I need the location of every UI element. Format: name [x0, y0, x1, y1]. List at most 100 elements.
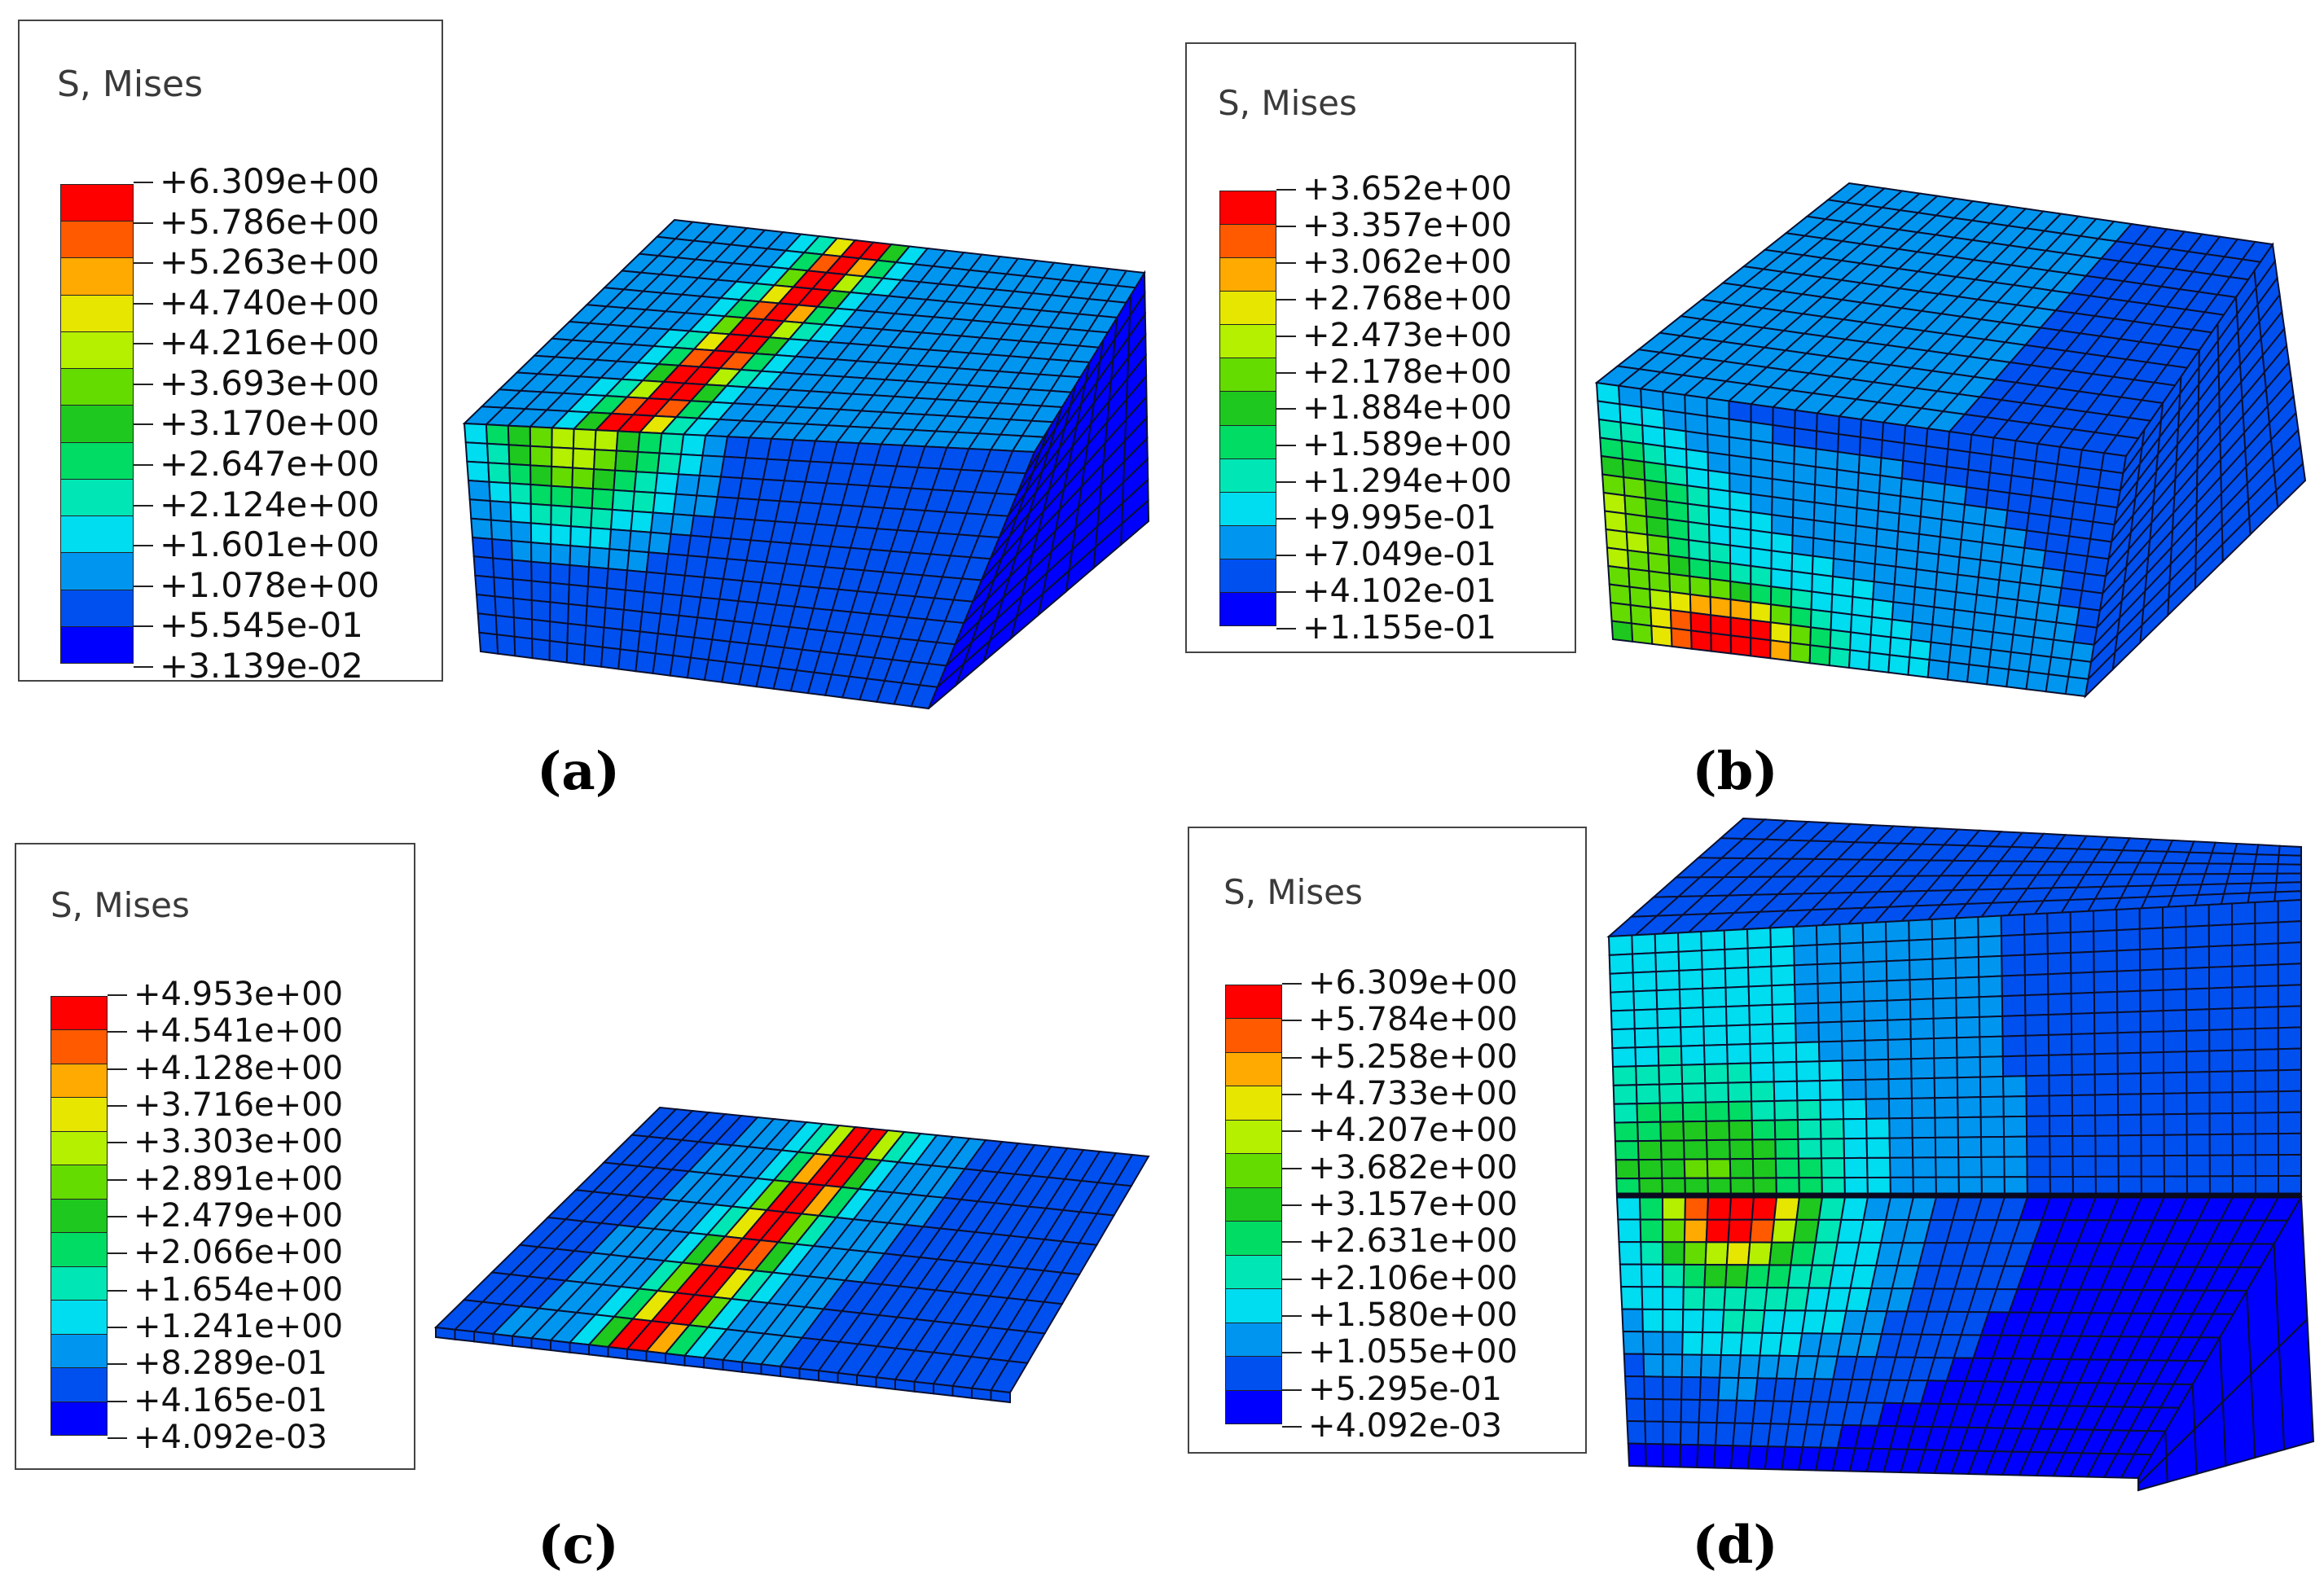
mesh-element: [1641, 1331, 1664, 1356]
mesh-element: [1611, 1065, 1637, 1086]
mesh-element: [1957, 1156, 1983, 1178]
mesh-element: [2253, 853, 2280, 866]
mesh-element: [507, 444, 532, 467]
mesh-element: [1955, 976, 1980, 999]
mesh-element: [1680, 1353, 1703, 1379]
mesh-element: [1830, 611, 1853, 634]
mesh-element: [2188, 840, 2216, 854]
mesh-element: [1847, 649, 1871, 672]
mesh-element: [1954, 936, 1980, 959]
mesh-element: [798, 1367, 819, 1382]
mesh-element: [1610, 1028, 1636, 1050]
mesh-element: [1750, 564, 1773, 588]
mesh-element: [2208, 1154, 2234, 1178]
mesh-element: [1869, 634, 1892, 656]
legend-value: +2.479e+00: [108, 1200, 343, 1232]
mesh-element: [1797, 1138, 1823, 1160]
mesh-element: [1841, 1039, 1866, 1062]
mesh-element: [529, 425, 553, 449]
mesh-element: [2024, 994, 2049, 1016]
mesh-element: [1683, 1139, 1708, 1160]
mesh-element: [512, 597, 534, 621]
mesh-element: [2184, 851, 2213, 865]
mesh-element: [467, 479, 491, 502]
mesh-element: [1887, 1058, 1913, 1081]
mesh-element: [1911, 1116, 1936, 1139]
mesh-element: [468, 498, 492, 521]
legend-swatch: [1226, 1154, 1281, 1188]
mesh-element: [1975, 576, 2001, 599]
mesh-element: [698, 454, 726, 478]
mesh-element: [2116, 1051, 2142, 1075]
mesh-element: [1683, 1218, 1708, 1244]
mesh-element: [1613, 1103, 1639, 1124]
mesh-element: [1948, 643, 1972, 666]
mesh-element: [1873, 563, 1897, 586]
mesh-element: [2007, 651, 2032, 673]
mesh-element: [2231, 985, 2256, 1010]
mesh-element: [760, 1363, 781, 1378]
legend-swatch: [1220, 292, 1276, 326]
mesh-element: [2161, 905, 2187, 929]
mesh-element: [472, 555, 495, 579]
mesh-element: [1789, 642, 1812, 665]
mesh-element: [1771, 1002, 1797, 1025]
mesh-element: [2093, 929, 2118, 953]
mesh-element: [2208, 1007, 2234, 1031]
mesh-element: [2076, 607, 2102, 629]
mesh-element: [605, 568, 629, 591]
mesh-element: [1932, 997, 1957, 1020]
mesh-element: [2040, 567, 2065, 590]
mesh-element: [1725, 1241, 1751, 1266]
mesh-element: [622, 589, 646, 613]
legend-labels-b: +3.652e+00 +3.357e+00 +3.062e+00 +2.768e+00…: [1276, 173, 1512, 644]
mesh-element: [2277, 984, 2302, 1008]
legend-swatch: [51, 1301, 107, 1335]
mesh-element: [2231, 964, 2256, 989]
mesh-element: [1658, 1102, 1685, 1123]
mesh-element: [1770, 513, 1795, 537]
mesh-element: [2162, 1029, 2188, 1054]
mesh-element: [1909, 998, 1935, 1020]
mesh-element: [1816, 942, 1842, 966]
mesh-element: [1708, 542, 1732, 564]
mesh-element: [1865, 1098, 1891, 1120]
mesh-element: [1971, 611, 1997, 634]
mesh-element: [1658, 1064, 1684, 1086]
mesh-element: [1796, 1099, 1822, 1121]
mesh-element: [1841, 1059, 1867, 1081]
mesh-element: [2254, 985, 2279, 1009]
mesh-element: [2277, 941, 2302, 966]
legend-value: +5.784e+00: [1282, 1003, 1518, 1036]
mesh-element: [780, 1365, 801, 1380]
legend-value: +3.170e+00: [134, 406, 380, 441]
mesh-element: [913, 1380, 934, 1395]
mesh-element: [1885, 959, 1911, 982]
mesh-element: [614, 450, 639, 473]
mesh-element: [1656, 1007, 1682, 1029]
legend-value: +2.066e+00: [108, 1236, 343, 1269]
mesh-element: [1630, 622, 1654, 645]
mesh-element: [1820, 1138, 1846, 1160]
legend-value: +4.165e-01: [108, 1384, 343, 1417]
mesh-element: [665, 553, 689, 577]
legend-swatch: [51, 1131, 107, 1166]
mesh-element: [1865, 1117, 1891, 1139]
mesh-element: [933, 1383, 954, 1397]
mesh-element: [1751, 1099, 1776, 1122]
mesh-element: [1868, 651, 1891, 673]
mesh-element: [2003, 1156, 2028, 1178]
mesh-element: [2139, 1030, 2165, 1054]
legend-value: +4.740e+00: [134, 285, 380, 320]
mesh-element: [2093, 1073, 2120, 1096]
mesh-element: [1773, 1060, 1798, 1083]
mesh-element: [508, 463, 532, 486]
mesh-element: [2025, 670, 2049, 693]
mesh-element: [1690, 629, 1712, 652]
legend-swatch: [51, 1402, 107, 1436]
mesh-element: [2049, 638, 2076, 660]
mesh-element: [2116, 1011, 2142, 1034]
mesh-element: [1978, 995, 2004, 1018]
mesh-element: [1750, 1081, 1776, 1103]
mesh-element: [2186, 1071, 2211, 1094]
